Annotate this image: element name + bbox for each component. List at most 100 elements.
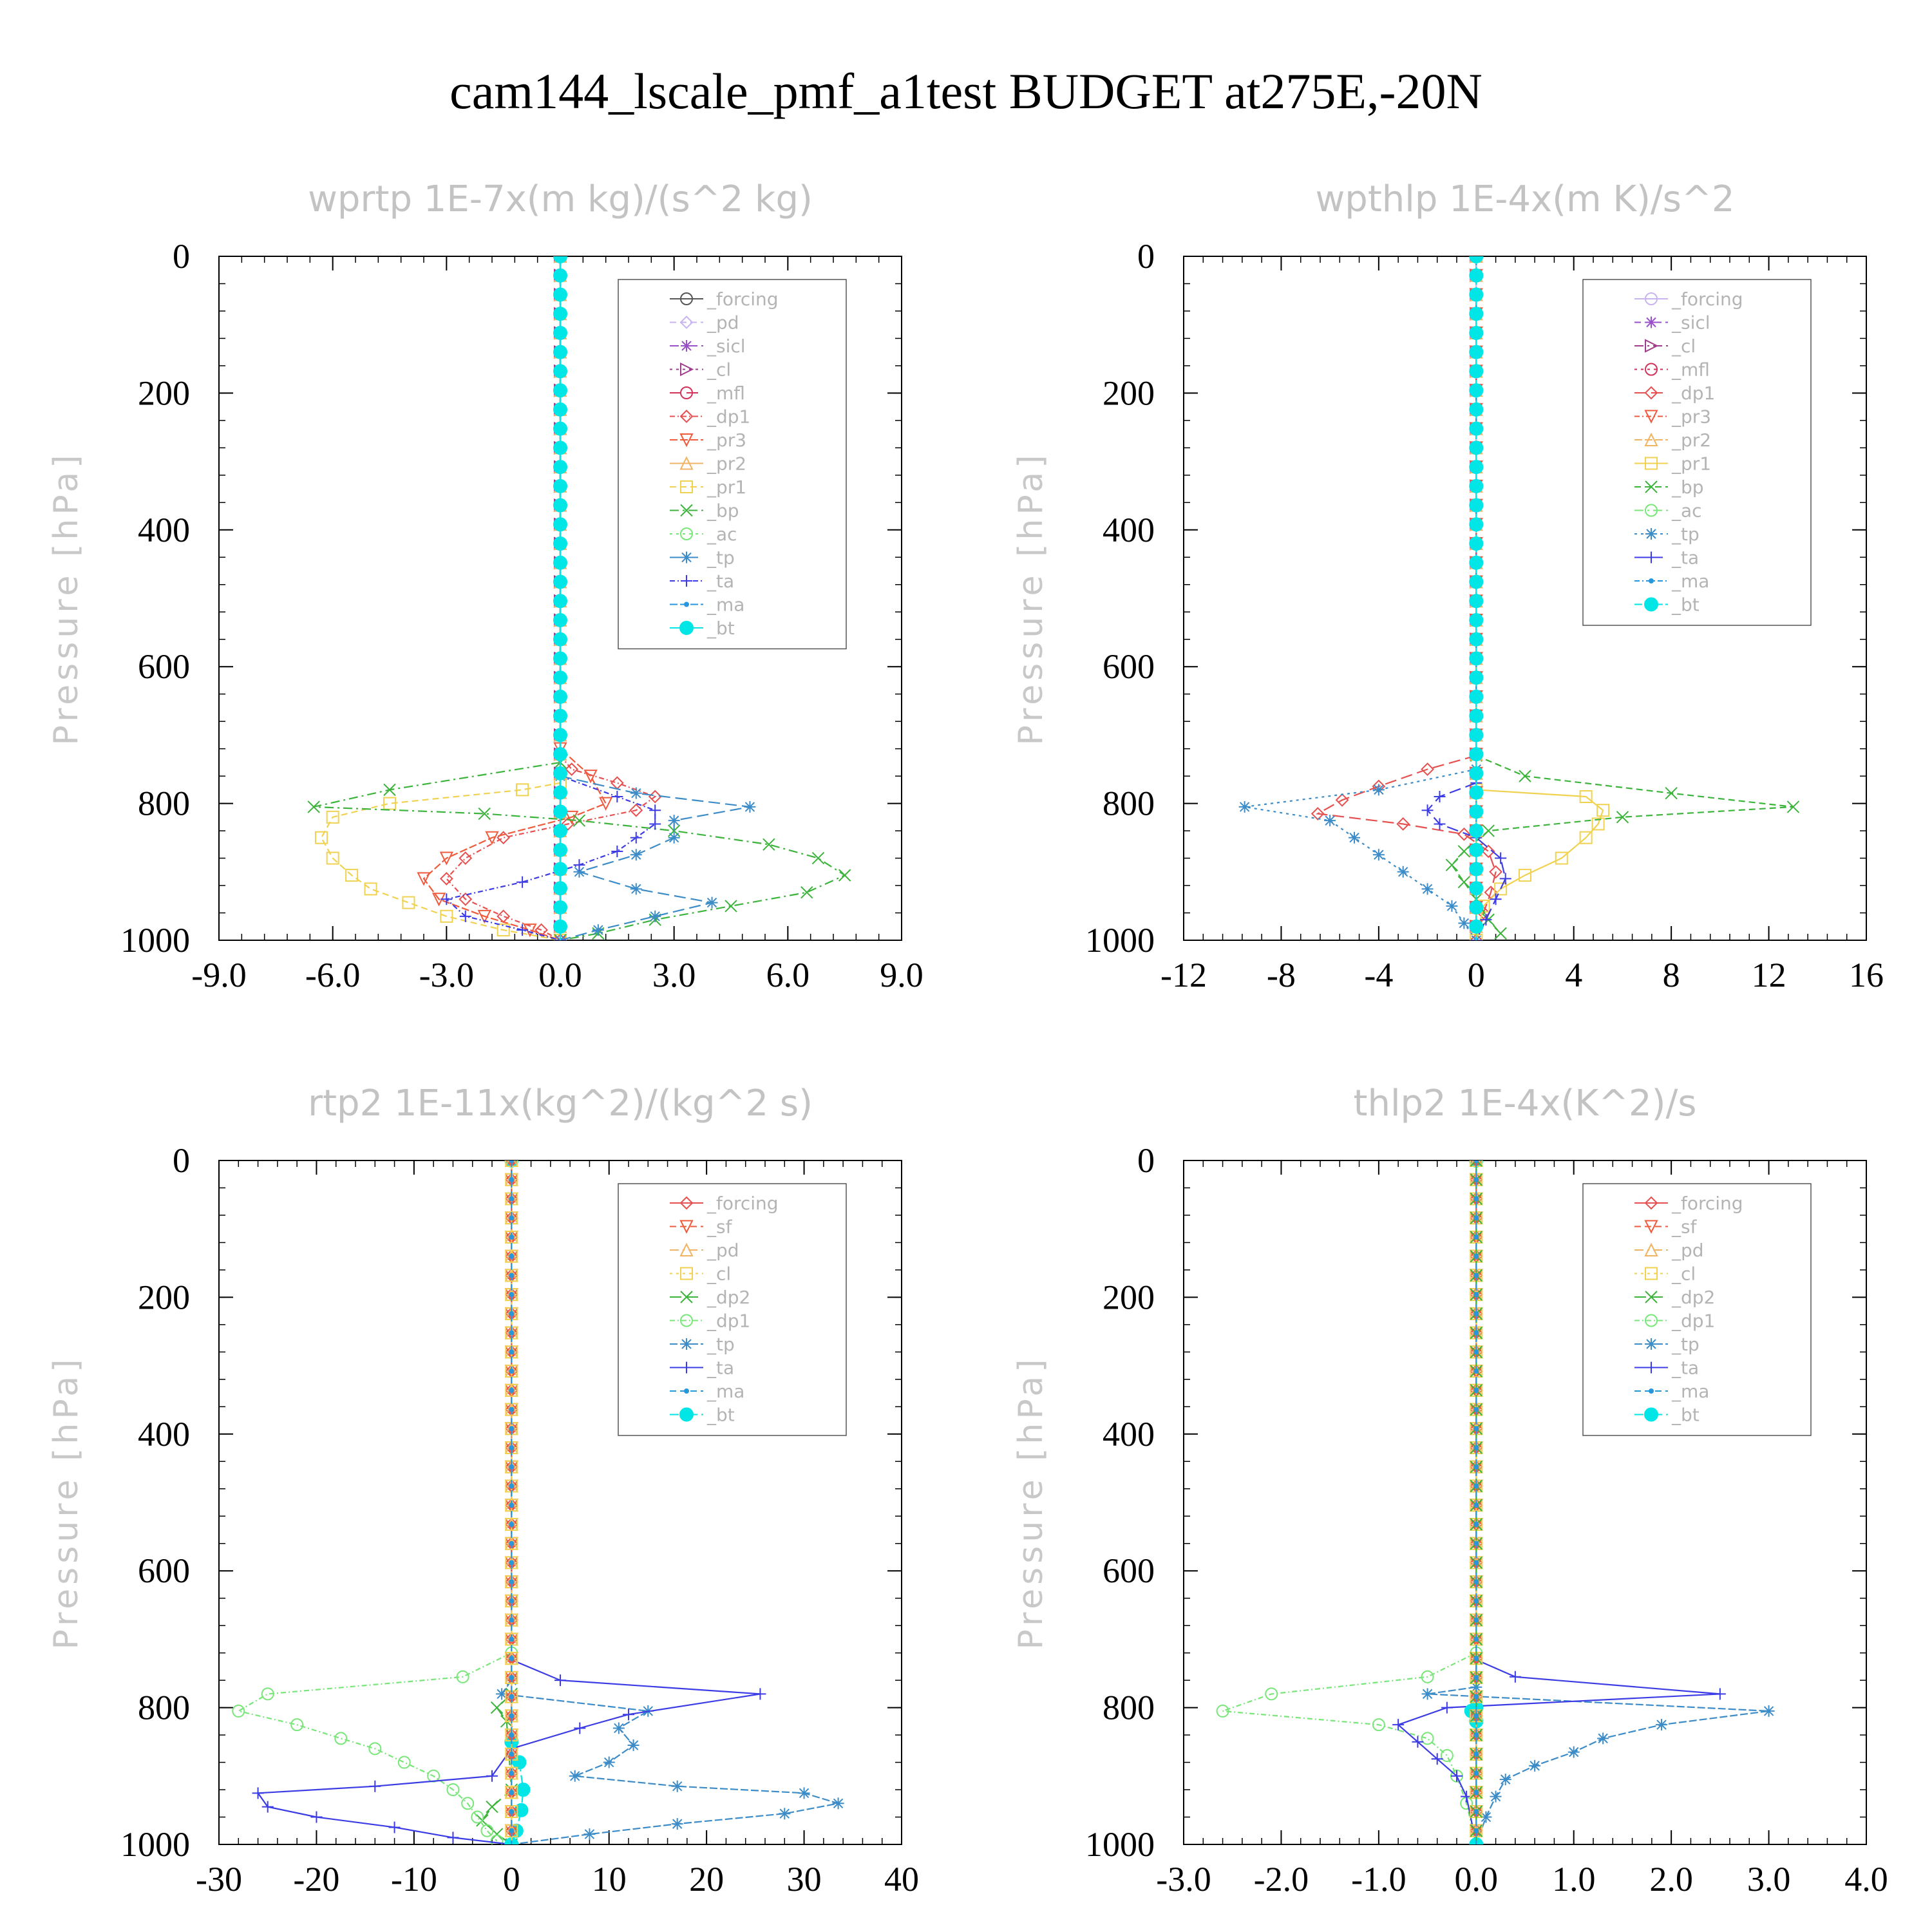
legend-item: _mfl bbox=[1634, 359, 1710, 381]
x-tick-label: -10 bbox=[391, 1860, 437, 1899]
series-marker bbox=[440, 909, 453, 923]
series-marker bbox=[1469, 517, 1484, 532]
series-marker bbox=[1469, 402, 1484, 417]
y-tick-label: 0 bbox=[1137, 237, 1155, 276]
series-marker bbox=[1473, 1770, 1479, 1776]
legend-item: _bp bbox=[670, 500, 739, 522]
legend-label: _sicl bbox=[1671, 312, 1710, 334]
legend-item: _ta bbox=[1634, 547, 1699, 569]
series-marker bbox=[574, 1722, 586, 1734]
series-marker bbox=[1469, 574, 1484, 589]
legend-marker bbox=[680, 386, 693, 399]
series-marker bbox=[1482, 824, 1495, 837]
series-marker bbox=[611, 790, 623, 802]
legend-marker bbox=[684, 601, 689, 607]
series-marker bbox=[565, 810, 579, 825]
series-marker bbox=[1763, 1705, 1775, 1717]
series-marker bbox=[509, 1598, 515, 1604]
series-tp bbox=[1421, 1681, 1775, 1844]
series-marker bbox=[1469, 804, 1484, 819]
series-marker bbox=[1499, 1774, 1511, 1786]
series-marker bbox=[509, 1617, 515, 1623]
series-marker bbox=[1457, 876, 1471, 889]
series-line bbox=[256, 1659, 761, 1844]
series-marker bbox=[490, 1834, 504, 1844]
series-marker bbox=[509, 1790, 515, 1795]
legend-marker bbox=[679, 410, 694, 423]
series-marker bbox=[1445, 858, 1459, 871]
legend-label: _cl bbox=[1671, 1264, 1696, 1285]
plot-frame bbox=[218, 1160, 902, 1845]
series-marker bbox=[1473, 1502, 1479, 1508]
legend-marker bbox=[681, 1361, 692, 1374]
series-marker bbox=[310, 1811, 323, 1823]
legend-marker bbox=[1645, 1314, 1658, 1327]
series-marker bbox=[1473, 1713, 1479, 1719]
series-marker bbox=[611, 845, 623, 857]
x-tick-label: -1.0 bbox=[1351, 1860, 1406, 1899]
series-marker bbox=[509, 1215, 515, 1221]
legend-item: _ta bbox=[670, 1358, 734, 1379]
series-marker bbox=[368, 1742, 382, 1756]
series-marker bbox=[553, 307, 567, 321]
y-tick-label: 800 bbox=[138, 784, 190, 823]
x-tick-label: 6.0 bbox=[766, 956, 810, 994]
panel-3: rtp2 1E-11x(kg^2)/(kg^2 s) Pressure [hPa]… bbox=[47, 1083, 919, 1899]
series-marker bbox=[569, 1770, 581, 1782]
series-marker bbox=[1473, 1349, 1479, 1355]
series-marker bbox=[402, 896, 415, 909]
legend-marker bbox=[680, 292, 693, 305]
series-marker bbox=[1529, 1759, 1541, 1772]
legend-label: _bt bbox=[1671, 594, 1700, 616]
series-marker bbox=[1469, 345, 1484, 359]
series-marker bbox=[1446, 900, 1458, 912]
series-marker bbox=[1473, 1426, 1479, 1432]
series-marker bbox=[509, 1636, 515, 1642]
legend-label: _mfl bbox=[1671, 359, 1710, 381]
legend-marker bbox=[1644, 1220, 1658, 1234]
series-marker bbox=[1509, 1671, 1521, 1683]
series-marker bbox=[553, 256, 567, 263]
legend-label: _ta bbox=[706, 1358, 734, 1379]
series-marker bbox=[553, 651, 567, 666]
x-tick-label: -20 bbox=[293, 1860, 339, 1899]
x-tick-label: -9.0 bbox=[191, 956, 246, 994]
series-marker bbox=[509, 1426, 515, 1432]
series-marker bbox=[232, 1704, 245, 1718]
series-marker bbox=[553, 478, 567, 493]
panels: wprtp 1E-7x(m kg)/(s^2 kg) Pressure [hPa]… bbox=[47, 178, 1888, 1899]
series-marker bbox=[459, 851, 473, 865]
series-marker bbox=[724, 900, 737, 913]
y-tick-label: 600 bbox=[1103, 1551, 1155, 1590]
legend-marker bbox=[684, 1388, 689, 1394]
series-marker bbox=[1469, 881, 1484, 896]
series-marker bbox=[1421, 1688, 1434, 1700]
series-marker bbox=[1469, 919, 1484, 934]
series-marker bbox=[553, 824, 567, 838]
series-marker bbox=[553, 498, 567, 513]
series-marker bbox=[1421, 1732, 1434, 1745]
legend-label: _pr1 bbox=[706, 477, 746, 498]
y-tick-label: 1000 bbox=[1085, 921, 1155, 960]
x-tick-label: -3.0 bbox=[419, 956, 474, 994]
x-tick-label: 0.0 bbox=[538, 956, 582, 994]
series-marker bbox=[1421, 883, 1434, 895]
series-group bbox=[1216, 1160, 1775, 1844]
series-marker bbox=[553, 574, 567, 589]
legend-label: _forcing bbox=[706, 1193, 779, 1214]
series-marker bbox=[1434, 790, 1446, 802]
series-marker bbox=[1473, 1674, 1479, 1680]
series-marker bbox=[1473, 1368, 1479, 1374]
series-marker bbox=[1469, 287, 1484, 302]
x-tick-label: 12 bbox=[1752, 956, 1786, 994]
series-marker bbox=[649, 804, 661, 817]
legend-marker bbox=[679, 316, 694, 329]
series-marker bbox=[1473, 1215, 1479, 1221]
legend: _forcing_sicl_cl_mfl_dp1_pr3_pr2_pr1_bp_… bbox=[1582, 279, 1812, 626]
series-marker bbox=[1469, 842, 1484, 857]
panel-title: thlp2 1E-4x(K^2)/s bbox=[1354, 1083, 1697, 1124]
series-line bbox=[560, 775, 750, 940]
series-marker bbox=[1469, 747, 1484, 762]
series-marker bbox=[326, 851, 339, 865]
series-marker bbox=[1311, 807, 1325, 820]
